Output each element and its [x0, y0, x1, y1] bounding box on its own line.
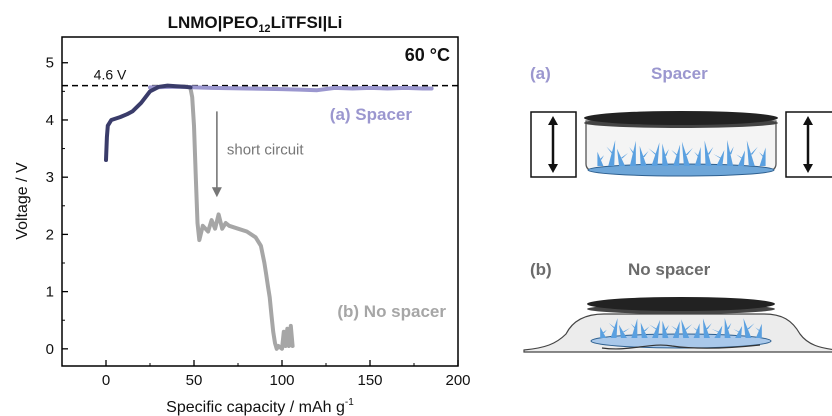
x-tick-label: 50 — [186, 372, 203, 389]
dendrite — [702, 318, 710, 338]
dendrite-branch — [664, 325, 670, 331]
plot-frame — [61, 36, 459, 367]
dendrite — [618, 324, 627, 338]
y-tick-label: 0 — [46, 341, 54, 358]
dendrite — [755, 323, 762, 338]
y-tick-label: 3 — [46, 169, 54, 186]
top-electrode — [584, 111, 778, 125]
series-label-no-spacer: (b) No spacer — [337, 302, 446, 321]
top-electrode-b — [587, 297, 775, 311]
dendrite-branch — [684, 323, 693, 330]
dendrite-branch — [664, 149, 669, 156]
dendrite-branch — [642, 150, 649, 157]
y-tick-label: 1 — [46, 284, 54, 301]
schematic-no-spacer: (b) No spacer — [523, 260, 832, 353]
dendrite — [746, 140, 755, 166]
chart-title: LNMO|PEO12LiTFSI|Li — [168, 13, 343, 35]
dendrite-branch — [630, 323, 638, 330]
series-layer — [104, 83, 434, 351]
electrolyte-layer-b — [590, 333, 772, 349]
dendrite — [631, 318, 638, 338]
dendrite-branch — [746, 323, 755, 330]
dendrite-branch — [671, 149, 680, 157]
schematic-b-title: No spacer — [628, 260, 711, 279]
dendrite-branch — [705, 323, 712, 330]
axis-ticks: 0 50 100 150 200 0 1 2 3 4 5 — [46, 55, 471, 389]
spacer-left-arrowhead-down — [548, 164, 558, 173]
x-tick-label: 200 — [445, 372, 470, 389]
x-tick-label: 150 — [357, 372, 382, 389]
dendrite — [639, 145, 647, 166]
short-circuit-arrowhead — [211, 187, 222, 198]
y-tick-label: 5 — [46, 55, 54, 72]
dendrite-branch — [713, 153, 723, 159]
dendrite-branch — [608, 323, 617, 330]
dendrite-branch — [692, 327, 700, 332]
dendrite — [673, 144, 681, 166]
dendrite — [640, 322, 648, 338]
dendrite-branch — [733, 329, 742, 333]
dendrite-branch — [629, 147, 636, 155]
dendrite — [704, 140, 712, 166]
dendrite-branch — [648, 148, 658, 156]
dendrite-branch — [599, 155, 605, 160]
schematic-a-tag: (a) — [530, 64, 551, 83]
dendrite-branch — [606, 146, 615, 155]
dendrite-branch — [758, 152, 766, 158]
dendrite — [743, 318, 752, 338]
dendrite-branch — [707, 146, 714, 155]
electrolyte-edge-b — [601, 344, 761, 350]
dendrite-branch — [736, 154, 745, 159]
dendrite-branch — [620, 153, 629, 159]
dendrite — [724, 318, 731, 338]
y-tick-label: 2 — [46, 226, 54, 243]
dendrite — [652, 319, 661, 338]
spacer-right-arrowhead-down — [803, 164, 813, 173]
y-axis-label: Voltage / V — [14, 162, 31, 240]
spacer-left-arrowhead-up — [548, 116, 558, 125]
dendrite-branch — [755, 327, 762, 332]
x-tick-label: 0 — [102, 372, 110, 389]
dendrite-branch — [694, 151, 701, 158]
x-axis-label: Specific capacity / mAh g-1 — [166, 397, 354, 416]
dendrites-spacer — [597, 140, 766, 166]
dendrite-branch — [729, 146, 734, 155]
dendrite — [681, 141, 690, 166]
dendrite — [694, 147, 701, 166]
reference-line-label: 4.6 V — [94, 67, 127, 83]
y-tick-label: 4 — [46, 112, 54, 129]
electrolyte-layer — [587, 163, 775, 177]
series-line-initial-charge — [104, 83, 193, 162]
schematic-a-title: Spacer — [651, 64, 708, 83]
dendrite — [693, 323, 700, 338]
dendrite-branch — [671, 325, 680, 331]
spacer-right-arrowhead-up — [803, 116, 813, 125]
dendrite — [629, 140, 636, 166]
short-circuit-label: short circuit — [227, 141, 305, 158]
dendrite — [759, 147, 766, 166]
temperature-label: 60 °C — [405, 45, 450, 65]
dendrite-branch — [726, 323, 732, 330]
series-line-a-spacer — [148, 84, 434, 93]
dendrite-branch — [750, 146, 758, 155]
series-label-spacer: (a) Spacer — [330, 105, 413, 124]
dendrite — [617, 148, 626, 166]
dendrite-branch — [622, 328, 630, 333]
dendrite-branch — [711, 328, 721, 333]
x-tick-label: 100 — [269, 372, 294, 389]
dendrite-branch — [643, 326, 650, 332]
schematic-b-tag: (b) — [530, 260, 552, 279]
schematic-spacer: (a) Spacer — [530, 64, 832, 178]
dendrite-branch — [685, 147, 693, 156]
series-line-b-no-spacer — [188, 86, 295, 351]
dendrite — [681, 319, 690, 338]
dendrite-branch — [602, 329, 607, 334]
dendrites-no-spacer — [600, 318, 762, 338]
dendrite-branch — [649, 324, 659, 330]
